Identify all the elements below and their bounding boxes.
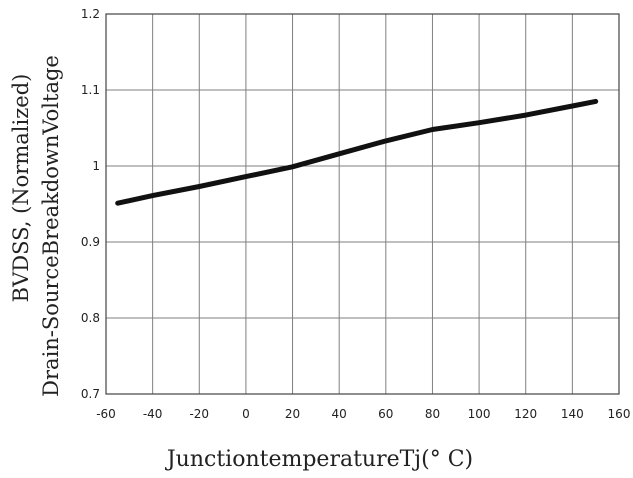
x-tick-label: 40 xyxy=(332,407,347,421)
x-tick-label: 140 xyxy=(561,407,584,421)
y-tick-label: 1.1 xyxy=(81,83,100,97)
x-tick-label: -20 xyxy=(189,407,209,421)
x-tick-label: 120 xyxy=(514,407,537,421)
series-line xyxy=(115,98,599,206)
y-tick-label: 1.2 xyxy=(81,7,100,21)
grid xyxy=(105,13,620,395)
x-axis-label: JunctiontemperatureTj(° C) xyxy=(165,447,473,472)
x-tick-label: -40 xyxy=(143,407,163,421)
x-tick-label: 160 xyxy=(608,407,631,421)
series-layer xyxy=(115,98,599,206)
y-tick-label: 0.7 xyxy=(81,387,100,401)
y-tick-label: 0.8 xyxy=(81,311,100,325)
plot-frame xyxy=(105,13,620,395)
y-axis-label-line1: BVDSS, (Normalized) xyxy=(9,74,33,303)
y-tick-label: 1 xyxy=(92,159,100,173)
y-axis-label-line2: Drain-SourceBreakdownVoltage xyxy=(39,55,63,397)
x-tick-label: 60 xyxy=(378,407,393,421)
x-tick-label: 20 xyxy=(285,407,300,421)
x-tick-label: 0 xyxy=(242,407,250,421)
x-tick-label: 80 xyxy=(425,407,440,421)
y-tick-labels: 0.7 0.8 0.9 1 1.1 1.2 xyxy=(81,7,100,401)
x-tick-label: -60 xyxy=(96,407,116,421)
x-tick-label: 100 xyxy=(468,407,491,421)
y-tick-label: 0.9 xyxy=(81,235,100,249)
x-tick-labels: -60 -40 -20 0 20 40 60 80 100 120 140 160 xyxy=(96,407,630,421)
